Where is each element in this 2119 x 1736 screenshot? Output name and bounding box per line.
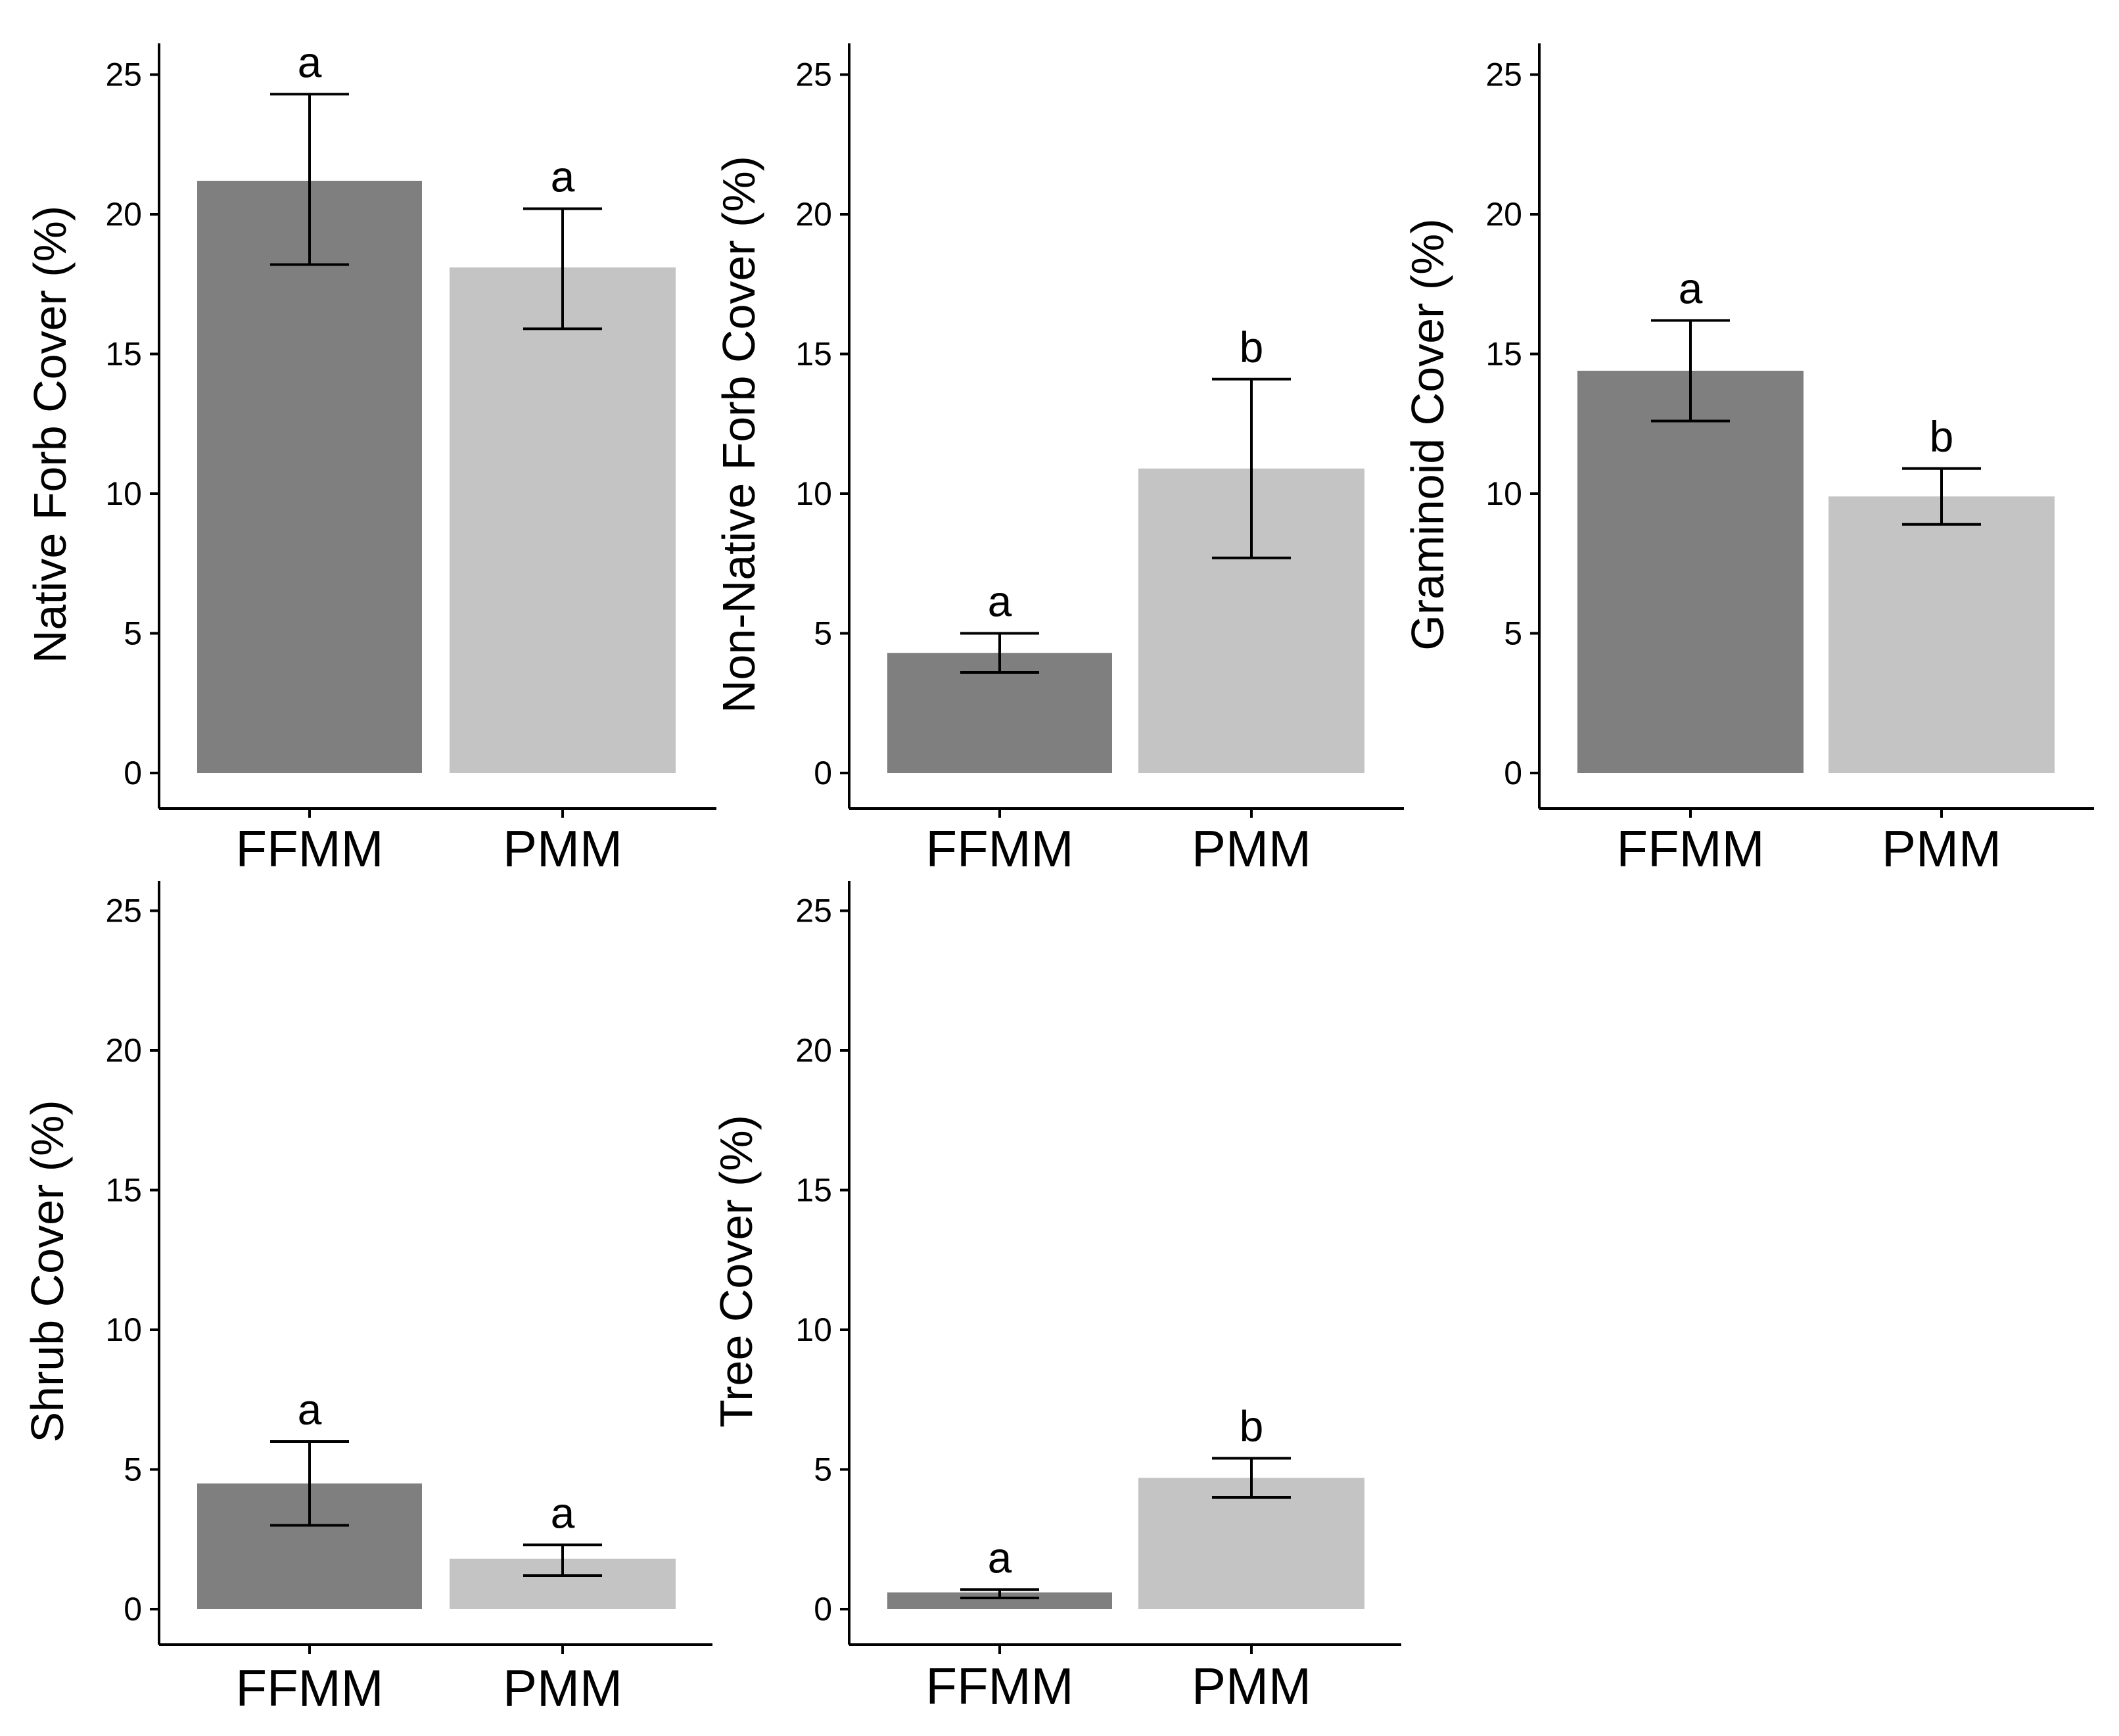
x-category-label: FFMM (235, 820, 383, 878)
y-axis-title: Native Forb Cover (%) (24, 206, 76, 663)
y-tick-label: 20 (795, 1032, 832, 1069)
y-tick-label: 15 (105, 336, 142, 373)
x-category-label: FFMM (235, 1659, 383, 1717)
y-tick-label: 15 (105, 1172, 142, 1209)
y-tick-label: 25 (795, 893, 832, 929)
significance-letter: a (988, 1533, 1012, 1582)
y-axis-title: Shrub Cover (%) (22, 1100, 73, 1442)
significance-letter: a (551, 1488, 575, 1537)
y-tick-label: 25 (795, 57, 832, 93)
significance-letter: a (1679, 264, 1703, 313)
bar-pmm (1138, 1478, 1364, 1609)
x-category-label: PMM (503, 820, 622, 878)
y-tick-label: 5 (1504, 615, 1522, 652)
x-category-label: FFMM (1616, 820, 1764, 878)
y-tick-label: 25 (105, 893, 142, 929)
x-category-label: PMM (1192, 1657, 1311, 1715)
chart-panel-5: 0 5 10 15 20 25 Tree Cover (%) a FFMM b PMM (710, 881, 1401, 1715)
bar-ffmm (1577, 371, 1804, 773)
y-tick-label: 20 (1485, 196, 1522, 233)
chart-panel-1: 0 5 10 15 20 25 Native Forb Cover (%) a FFMM a PMM (24, 37, 716, 878)
y-tick-label: 20 (105, 196, 142, 233)
y-axis-title: Graminoid Cover (%) (1402, 218, 1453, 650)
chart-panel-2: 0 5 10 15 20 25 Non-Native Forb Cover (%) a FFMM… (713, 43, 1404, 878)
bar-ffmm (197, 181, 422, 773)
y-tick-label: 10 (795, 1311, 832, 1348)
significance-letter: a (551, 152, 575, 201)
significance-letter: b (1240, 323, 1264, 371)
x-category-label: PMM (503, 1659, 622, 1717)
y-tick-label: 15 (795, 336, 832, 373)
y-axis-title: Tree Cover (%) (710, 1115, 762, 1428)
significance-letter: b (1240, 1402, 1264, 1451)
y-tick-label: 10 (105, 1311, 142, 1348)
y-tick-label: 15 (795, 1172, 832, 1209)
y-tick-label: 5 (814, 615, 832, 652)
bar-pmm (1828, 496, 2055, 773)
x-category-label: PMM (1882, 820, 2001, 878)
y-tick-label: 0 (814, 755, 832, 791)
x-category-label: FFMM (925, 1657, 1073, 1715)
y-tick-label: 0 (124, 1591, 142, 1628)
y-axis-title: Non-Native Forb Cover (%) (713, 156, 764, 713)
y-tick-label: 10 (105, 475, 142, 512)
y-tick-label: 20 (795, 196, 832, 233)
significance-letter: a (298, 1385, 322, 1434)
y-tick-label: 20 (105, 1032, 142, 1069)
y-tick-label: 25 (1485, 57, 1522, 93)
x-category-label: PMM (1192, 820, 1311, 878)
significance-letter: a (988, 577, 1012, 626)
chart-panel-3: 0 5 10 15 20 25 Graminoid Cover (%) a FFMM b PMM (1402, 43, 2094, 878)
bar-pmm (450, 267, 676, 773)
y-tick-label: 5 (124, 615, 142, 652)
y-tick-label: 10 (1485, 475, 1522, 512)
x-category-label: FFMM (925, 820, 1073, 878)
y-tick-label: 0 (814, 1591, 832, 1628)
y-tick-label: 0 (1504, 755, 1522, 791)
chart-panel-4: 0 5 10 15 20 25 Shrub Cover (%) a FFMM a PMM (22, 881, 712, 1717)
y-tick-label: 10 (795, 475, 832, 512)
y-tick-label: 5 (814, 1451, 832, 1488)
significance-letter: b (1930, 412, 1954, 461)
y-tick-label: 15 (1485, 336, 1522, 373)
significance-letter: a (298, 37, 322, 86)
y-tick-label: 5 (124, 1451, 142, 1488)
y-tick-label: 25 (105, 57, 142, 93)
y-tick-label: 0 (124, 755, 142, 791)
